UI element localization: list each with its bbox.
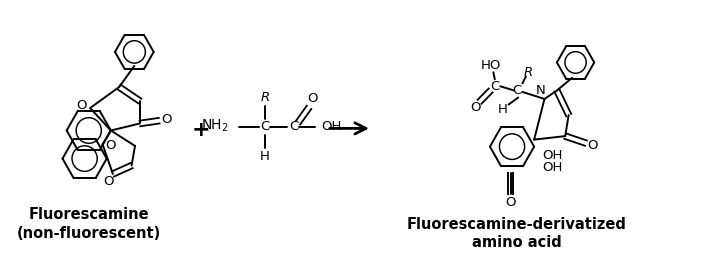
Text: NH$_2$: NH$_2$ bbox=[201, 117, 229, 134]
Text: O: O bbox=[470, 101, 481, 114]
Text: O: O bbox=[161, 114, 171, 127]
Text: O: O bbox=[505, 195, 516, 209]
Text: O: O bbox=[77, 99, 87, 112]
Text: OH: OH bbox=[542, 149, 562, 162]
Text: H: H bbox=[260, 150, 270, 163]
Text: Fluorescamine-derivatized
amino acid: Fluorescamine-derivatized amino acid bbox=[407, 217, 627, 251]
Text: HO: HO bbox=[480, 59, 501, 72]
Text: C: C bbox=[490, 80, 499, 93]
Text: OH: OH bbox=[322, 121, 342, 133]
Text: O: O bbox=[307, 92, 318, 105]
Text: R: R bbox=[260, 91, 270, 104]
Text: O: O bbox=[106, 139, 116, 152]
Text: OH: OH bbox=[542, 161, 562, 174]
Text: H: H bbox=[498, 103, 508, 116]
Text: C: C bbox=[289, 121, 298, 133]
Text: R: R bbox=[523, 66, 532, 79]
Text: C: C bbox=[260, 121, 270, 133]
Text: O: O bbox=[103, 175, 114, 188]
Text: N: N bbox=[536, 84, 545, 97]
Text: C: C bbox=[513, 84, 522, 97]
Text: +: + bbox=[191, 121, 210, 140]
Text: Fluorescamine
(non-fluorescent): Fluorescamine (non-fluorescent) bbox=[17, 207, 161, 241]
Text: O: O bbox=[588, 139, 598, 152]
